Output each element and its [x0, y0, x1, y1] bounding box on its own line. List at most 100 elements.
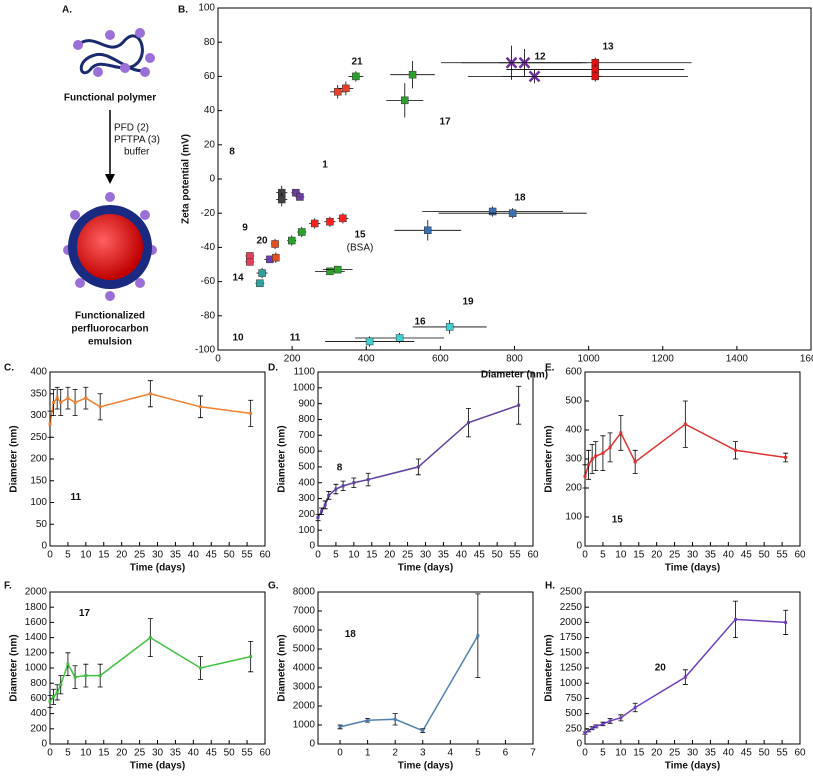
point	[249, 655, 253, 659]
x-tick-label: 5	[65, 550, 71, 561]
point	[339, 214, 347, 223]
y-tick-label: 300	[298, 493, 315, 504]
compound-label: 8	[337, 462, 343, 473]
point	[424, 226, 432, 235]
x-tick-label: 0	[582, 748, 588, 759]
x-tick-label: 20	[651, 550, 663, 561]
panel-label: C.	[4, 363, 14, 374]
x-tick-label: 60	[259, 748, 271, 759]
compound-label: 19	[462, 297, 474, 308]
y-tick-label: 250	[30, 432, 47, 443]
x-tick-label: 55	[777, 748, 789, 759]
point	[342, 84, 350, 93]
x-tick-label: 7	[530, 748, 536, 759]
point	[48, 699, 52, 703]
x-tick-label: 5	[65, 748, 71, 759]
y-tick-label: 8000	[293, 587, 316, 598]
point	[84, 674, 88, 678]
y-tick-label: 400	[30, 708, 47, 719]
y-tick-label: 7000	[293, 606, 316, 617]
x-tick-label: 50	[492, 550, 504, 561]
point	[338, 725, 342, 729]
x-tick-label: 5	[333, 550, 339, 561]
x-tick-label: 800	[506, 354, 523, 365]
panel-label: F.	[4, 581, 12, 592]
y-tick-label: 2000	[560, 617, 583, 628]
x-tick-label: 20	[116, 748, 128, 759]
point	[59, 683, 63, 687]
point	[327, 493, 331, 497]
point	[683, 422, 687, 426]
x-axis-title: Time (days)	[665, 563, 720, 574]
y-tick-label: 500	[298, 462, 315, 473]
polymer-label: Functional polymer	[64, 93, 156, 104]
step-text: buffer	[124, 147, 150, 158]
x-tick-label: 55	[510, 550, 522, 561]
y-tick-label: 2250	[560, 602, 583, 613]
y-tick-label: -60	[201, 276, 216, 287]
x-tick-label: 15	[98, 748, 110, 759]
x-tick-label: 40	[723, 550, 735, 561]
y-tick-label: 0	[309, 541, 315, 552]
point	[66, 662, 70, 666]
chart-panel: H. 0 5 10 15 20 25 30 35 40 45 50 55 60 0 250 500 750 1000…	[544, 581, 806, 772]
y-tick-label: 2000	[25, 587, 48, 598]
compound-label: 1	[322, 160, 328, 171]
point	[608, 445, 612, 449]
y-tick-label: 600	[298, 446, 315, 457]
y-tick-label: 750	[565, 693, 582, 704]
point	[148, 392, 152, 396]
x-tick-label: 10	[615, 550, 627, 561]
y-tick-label: 1500	[560, 647, 583, 658]
y-tick-label: 2500	[560, 587, 583, 598]
point	[333, 265, 342, 274]
y-tick-label: 0	[209, 174, 215, 185]
compound-label: 20	[256, 236, 268, 247]
y-tick-label: 0	[309, 739, 315, 750]
y-tick-label: -20	[201, 208, 216, 219]
point	[366, 478, 370, 482]
point	[298, 228, 306, 236]
x-tick-label: 6	[503, 748, 509, 759]
y-tick-label: 2000	[293, 701, 316, 712]
x-tick-label: 0	[582, 550, 588, 561]
x-axis-title: Time (days)	[398, 761, 453, 772]
y-axis-title: Diameter (nm)	[9, 634, 20, 701]
y-tick-label: 20	[204, 139, 216, 150]
step-text: PFD (2)	[114, 123, 149, 134]
point	[416, 465, 420, 469]
x-tick-label: 25	[402, 550, 414, 561]
point	[583, 731, 587, 735]
point	[277, 195, 286, 204]
y-tick-label: 0	[41, 739, 47, 750]
x-tick-label: 45	[206, 748, 218, 759]
y-tick-label: 150	[30, 475, 47, 486]
x-tick-label: 30	[420, 550, 432, 561]
line	[339, 635, 479, 732]
compound-label: 10	[232, 333, 244, 344]
x-tick-label: 35	[170, 748, 182, 759]
y-tick-label: 600	[30, 693, 47, 704]
chart-panel: G. 0 1 2 3 4 5 6 7 0 1000 2000 3000 4000 5000 6000 7000 8…	[268, 581, 536, 772]
compound-label: 11	[290, 333, 301, 344]
point	[73, 675, 77, 679]
x-tick-label: 15	[366, 550, 378, 561]
x-tick-label: 30	[152, 748, 164, 759]
point	[445, 323, 454, 331]
y-tick-label: 900	[298, 398, 315, 409]
point	[249, 411, 253, 415]
x-tick-label: 60	[259, 550, 271, 561]
y-tick-label: 1400	[25, 632, 48, 643]
plot-frame	[49, 371, 266, 547]
panel-label: G.	[268, 581, 279, 592]
point	[98, 674, 102, 678]
x-tick-label: 45	[206, 550, 218, 561]
x-tick-label: 50	[759, 550, 771, 561]
point	[352, 72, 360, 81]
x-tick-label: 20	[651, 748, 663, 759]
point	[326, 218, 334, 226]
point	[256, 279, 264, 288]
x-tick-label: 0	[215, 354, 221, 365]
compound-label: 14	[232, 273, 244, 284]
point	[393, 717, 397, 721]
